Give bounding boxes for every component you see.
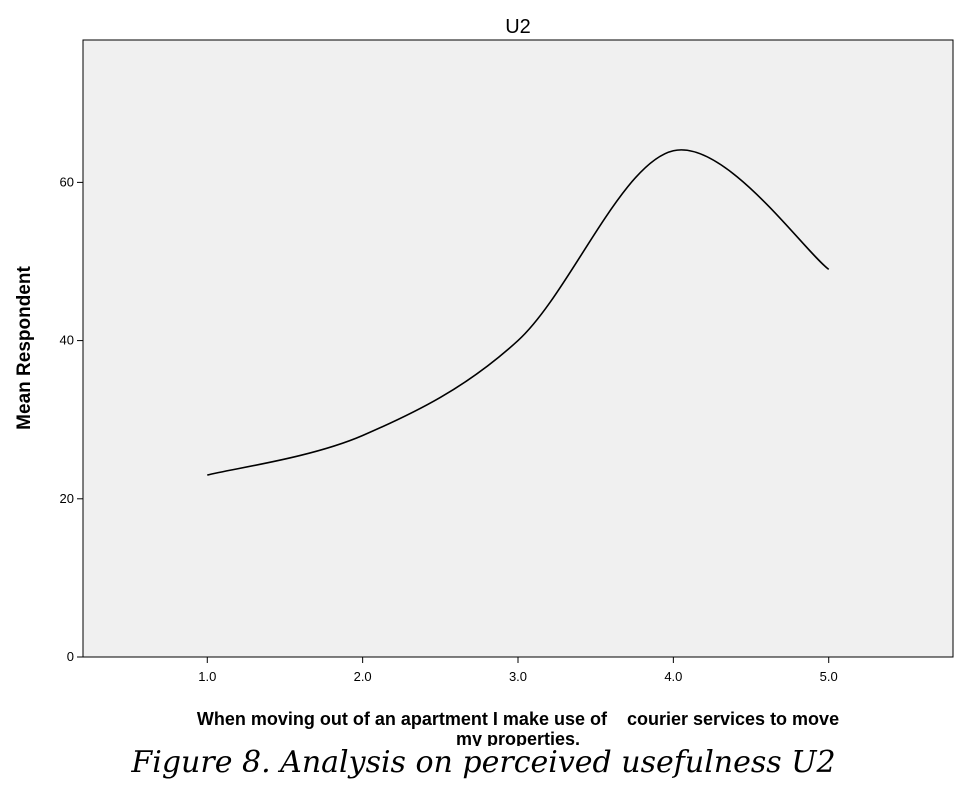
y-tick-label: 20 — [60, 491, 74, 506]
x-axis-label-line-1: When moving out of an apartment I make u… — [197, 709, 839, 729]
x-axis-ticks: 1.0 2.0 3.0 4.0 5.0 — [198, 657, 838, 684]
chart-title: U2 — [505, 16, 531, 38]
x-tick-label: 1.0 — [198, 669, 216, 684]
y-tick-label: 0 — [67, 649, 74, 664]
y-axis-label: Mean Respondent — [14, 266, 35, 430]
series-line — [207, 149, 830, 476]
figure-caption: Figure 8. Analysis on perceived usefulne… — [131, 746, 836, 780]
x-tick-label: 2.0 — [354, 669, 372, 684]
y-tick-label: 40 — [60, 333, 74, 348]
x-axis-label-line-2: my properties. — [456, 729, 580, 746]
y-tick-label: 60 — [60, 174, 74, 189]
plot-area — [82, 39, 954, 658]
x-tick-label: 5.0 — [820, 669, 838, 684]
x-tick-label: 3.0 — [509, 669, 527, 684]
y-axis-ticks: 0 20 40 60 — [60, 174, 83, 664]
line-chart: U2 0 20 40 60 1.0 2.0 3.0 4.0 5.0 Mean Responde… — [14, 16, 954, 746]
x-tick-label: 4.0 — [664, 669, 682, 684]
